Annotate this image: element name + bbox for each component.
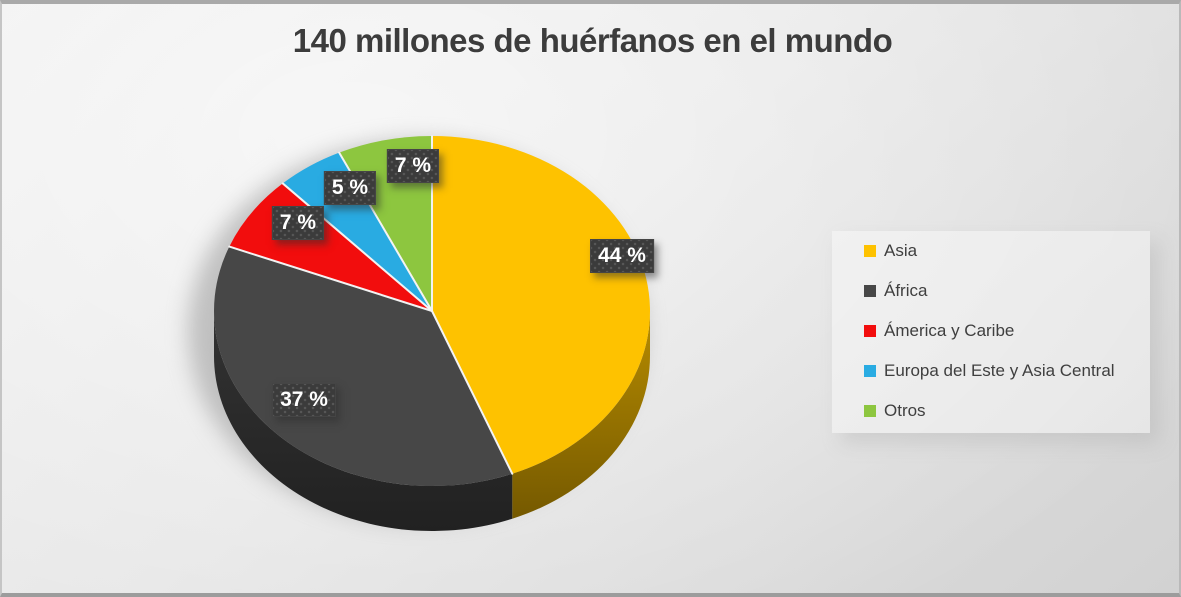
legend-swatch-africa (864, 285, 876, 297)
slice-separator (431, 310, 514, 475)
legend-label-europa-del-este-y-asia-central: Europa del Este y Asia Central (884, 361, 1115, 380)
data-label-asia: 44 % (590, 239, 654, 273)
legend-label-asia: Asia (884, 241, 918, 260)
slice-separator (281, 182, 433, 312)
legend-item-africa: África (832, 271, 1150, 311)
legend-label-america-y-caribe: Ámerica y Caribe (884, 321, 1015, 340)
legend-swatch-america-y-caribe (864, 325, 876, 337)
legend-swatch-asia (864, 245, 876, 257)
pie-slice-africa (214, 246, 513, 486)
pie-slice-europa-del-este-y-asia-central (282, 152, 432, 311)
legend-label-africa: África (884, 281, 928, 300)
legend: Asia África Ámerica y Caribe Europa del … (832, 231, 1150, 433)
pie-slice-asia (432, 136, 650, 474)
legend-item-otros: Otros (832, 391, 1150, 431)
slice-separator (228, 245, 433, 312)
data-label-europa-del-este-y-asia-central: 5 % (323, 171, 377, 205)
data-label-otros: 7 % (386, 149, 440, 183)
data-label-america-y-caribe: 7 % (271, 206, 325, 240)
legend-item-europa-del-este-y-asia-central: Europa del Este y Asia Central (832, 351, 1150, 391)
legend-label-otros: Otros (884, 401, 926, 420)
pie-side-africa (214, 311, 513, 531)
data-label-africa: 37 % (272, 383, 336, 417)
legend-swatch-otros (864, 405, 876, 417)
chart-title: 140 millones de huérfanos en el mundo (292, 22, 893, 59)
legend-swatch-europa-del-este-y-asia-central (864, 365, 876, 377)
legend-item-america-y-caribe: Ámerica y Caribe (832, 311, 1150, 351)
pie-side-asia (512, 311, 650, 519)
legend-item-asia: Asia (832, 231, 1150, 271)
pie-chart (188, 135, 650, 531)
